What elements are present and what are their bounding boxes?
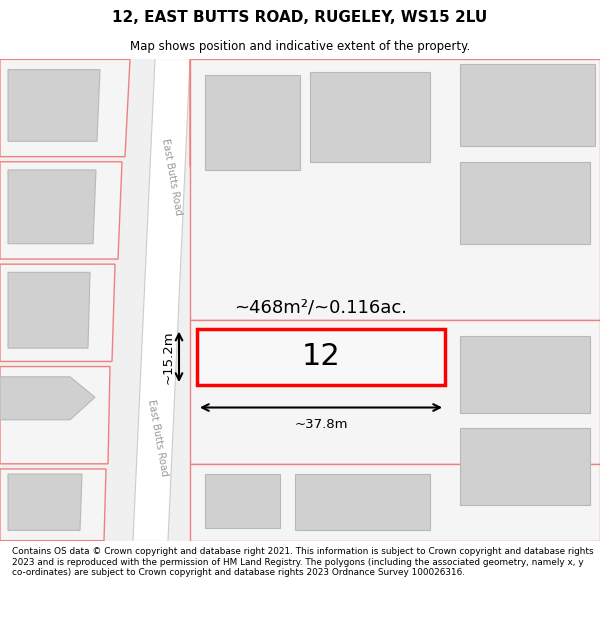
Polygon shape (205, 75, 300, 170)
Polygon shape (190, 59, 600, 321)
Text: ~37.8m: ~37.8m (294, 418, 348, 431)
Text: East Butts Road: East Butts Road (146, 399, 170, 478)
Polygon shape (8, 474, 82, 531)
Polygon shape (310, 72, 430, 162)
Polygon shape (0, 59, 600, 541)
Polygon shape (0, 162, 122, 259)
Polygon shape (133, 59, 190, 541)
Polygon shape (460, 64, 595, 146)
Polygon shape (460, 428, 590, 505)
Polygon shape (295, 474, 430, 531)
Polygon shape (0, 377, 95, 420)
Polygon shape (205, 474, 280, 528)
Polygon shape (0, 59, 130, 157)
Bar (197, 329, 445, 385)
Text: 12: 12 (302, 342, 340, 371)
Polygon shape (8, 69, 100, 141)
Polygon shape (0, 264, 115, 361)
Polygon shape (460, 162, 590, 244)
Polygon shape (8, 272, 90, 348)
Polygon shape (0, 366, 110, 464)
Polygon shape (460, 336, 590, 412)
Text: Map shows position and indicative extent of the property.: Map shows position and indicative extent… (130, 40, 470, 52)
Text: East Butts Road: East Butts Road (160, 138, 184, 216)
Text: ~468m²/~0.116ac.: ~468m²/~0.116ac. (235, 298, 407, 316)
Text: Contains OS data © Crown copyright and database right 2021. This information is : Contains OS data © Crown copyright and d… (12, 548, 593, 577)
Polygon shape (8, 170, 96, 244)
Polygon shape (190, 321, 600, 464)
Text: 12, EAST BUTTS ROAD, RUGELEY, WS15 2LU: 12, EAST BUTTS ROAD, RUGELEY, WS15 2LU (112, 10, 488, 25)
Text: ~15.2m: ~15.2m (162, 330, 175, 384)
Polygon shape (190, 464, 600, 541)
Polygon shape (0, 469, 106, 541)
Polygon shape (190, 59, 600, 198)
